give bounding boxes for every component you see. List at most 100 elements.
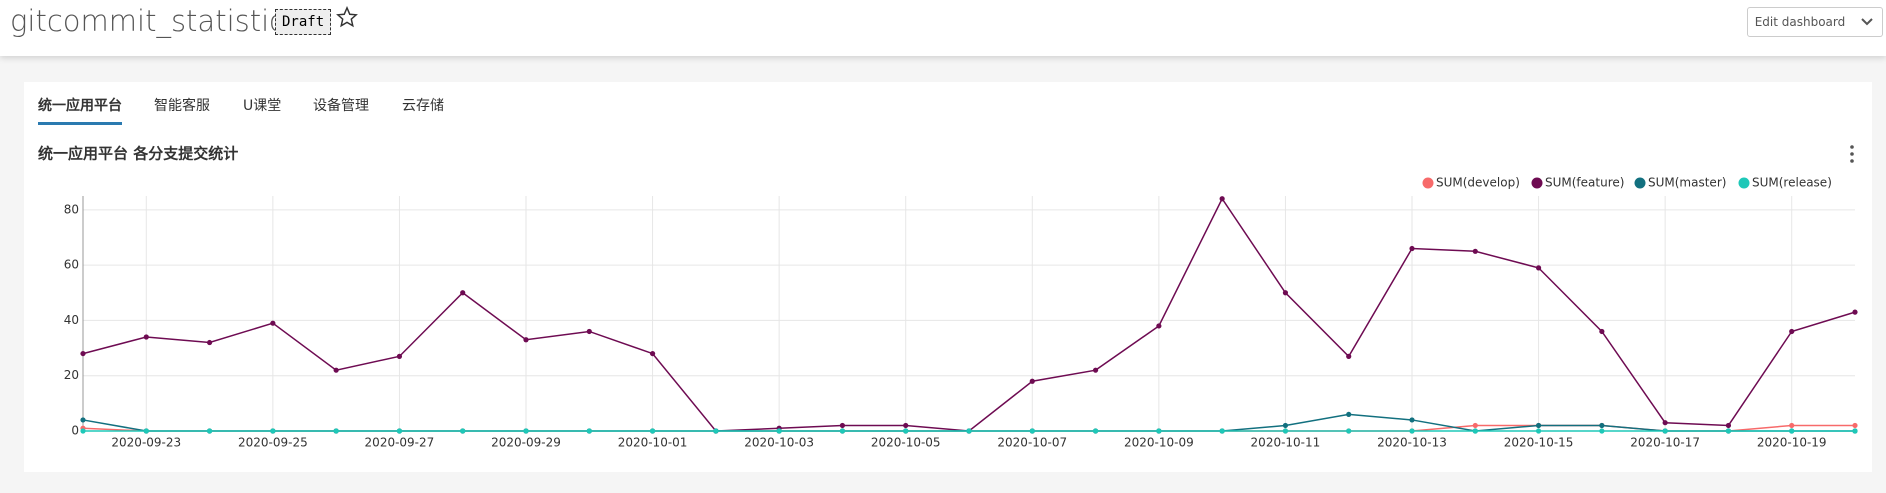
data-point — [270, 320, 276, 326]
data-point — [839, 428, 846, 434]
data-point — [1346, 353, 1352, 359]
menu-dots[interactable] — [1850, 145, 1854, 163]
data-point — [1852, 422, 1858, 429]
data-point — [966, 428, 972, 434]
chart-card: 统一应用平台 智能客服 U课堂 设备管理 云存储 — [24, 82, 1872, 472]
data-point — [333, 428, 339, 434]
data-point — [776, 428, 782, 434]
data-point — [80, 350, 86, 357]
data-point — [1535, 422, 1542, 429]
data-point — [1219, 428, 1225, 434]
data-point — [1472, 422, 1478, 429]
data-point — [1409, 417, 1415, 423]
x-tick-label: 2020-10-19 — [1757, 436, 1827, 450]
data-point — [1599, 428, 1605, 434]
data-point — [1725, 422, 1732, 429]
data-point — [1852, 428, 1858, 434]
data-point — [523, 337, 529, 343]
data-point — [1409, 428, 1415, 434]
data-point — [1282, 422, 1289, 429]
tab[interactable]: 智能客服 — [154, 98, 210, 114]
tab[interactable]: 云存储 — [402, 98, 444, 114]
x-tick-label: 2020-10-17 — [1630, 436, 1700, 450]
legend-label: SUM(develop) — [1436, 176, 1520, 190]
data-point — [80, 428, 86, 434]
edit-dashboard-button[interactable]: Edit dashboard — [1747, 7, 1853, 37]
x-tick-label: 2020-10-15 — [1504, 436, 1574, 450]
tab[interactable]: 设备管理 — [313, 98, 369, 114]
dashboard-title: gitcommit_statistics — [10, 4, 301, 38]
legend-marker — [1422, 177, 1434, 189]
legend-label: SUM(feature) — [1545, 176, 1624, 190]
x-tick-label: 2020-10-13 — [1377, 436, 1447, 450]
data-point — [1472, 248, 1478, 254]
y-tick-label: 0 — [71, 424, 79, 438]
data-point — [1535, 265, 1542, 271]
x-tick-label: 2020-10-05 — [871, 436, 941, 450]
data-point — [460, 428, 466, 434]
data-point — [1092, 367, 1099, 373]
data-point — [1789, 428, 1795, 434]
tab[interactable]: 统一应用平台 — [38, 98, 122, 114]
legend-label: SUM(master) — [1648, 176, 1726, 190]
legend-marker — [1531, 177, 1543, 189]
x-tick-label: 2020-10-09 — [1124, 436, 1194, 450]
data-point — [333, 367, 339, 373]
data-point — [1852, 309, 1858, 315]
data-point — [1156, 323, 1162, 329]
x-tick-label: 2020-09-27 — [365, 436, 435, 450]
data-point — [1409, 245, 1415, 252]
y-tick-label: 60 — [64, 258, 79, 272]
data-point — [396, 353, 403, 359]
x-tick-label: 2020-09-23 — [111, 436, 181, 450]
chart-title: 统一应用平台 各分支提交统计 — [38, 145, 238, 163]
data-point — [586, 428, 592, 434]
series-line — [82, 197, 1856, 432]
data-point — [586, 328, 592, 335]
data-point — [1662, 420, 1668, 426]
data-point — [1346, 411, 1352, 418]
draft-badge[interactable]: Draft — [275, 9, 332, 35]
data-point — [143, 334, 149, 340]
x-tick-label: 2020-09-29 — [491, 436, 561, 450]
y-tick-label: 40 — [64, 313, 79, 327]
tab-underline — [38, 122, 122, 125]
data-point — [523, 428, 529, 434]
x-tick-label: 2020-10-07 — [997, 436, 1067, 450]
favorite-star[interactable] — [336, 6, 358, 28]
data-point — [1282, 290, 1289, 296]
x-tick-label: 2020-10-11 — [1251, 436, 1321, 450]
data-point — [80, 417, 86, 423]
data-point — [460, 290, 466, 296]
data-point — [396, 428, 403, 434]
data-point — [270, 428, 276, 434]
data-point — [1599, 328, 1605, 335]
data-point — [1346, 428, 1352, 434]
legend-marker — [1634, 177, 1646, 189]
tab[interactable]: U课堂 — [243, 98, 282, 114]
data-point — [713, 428, 719, 434]
data-point — [1282, 428, 1289, 434]
data-point — [1092, 428, 1099, 434]
data-point — [1156, 428, 1162, 434]
data-point — [649, 428, 656, 434]
data-point — [839, 422, 846, 429]
header: gitcommit_statistics Draft Edit dashboar… — [0, 0, 1886, 56]
data-point — [1029, 378, 1035, 384]
data-point — [1535, 428, 1542, 434]
dropdown-button[interactable] — [1852, 7, 1883, 37]
x-tick-label: 2020-09-25 — [238, 436, 308, 450]
data-point — [1599, 422, 1605, 429]
x-tick-label: 2020-10-01 — [618, 436, 688, 450]
data-point — [1789, 422, 1795, 429]
data-point — [903, 428, 909, 434]
data-point — [903, 422, 909, 429]
data-point — [1662, 428, 1668, 434]
data-point — [143, 428, 149, 434]
legend-label: SUM(release) — [1752, 176, 1832, 190]
data-point — [1472, 428, 1478, 434]
data-point — [649, 350, 656, 357]
legend-marker — [1738, 177, 1750, 189]
